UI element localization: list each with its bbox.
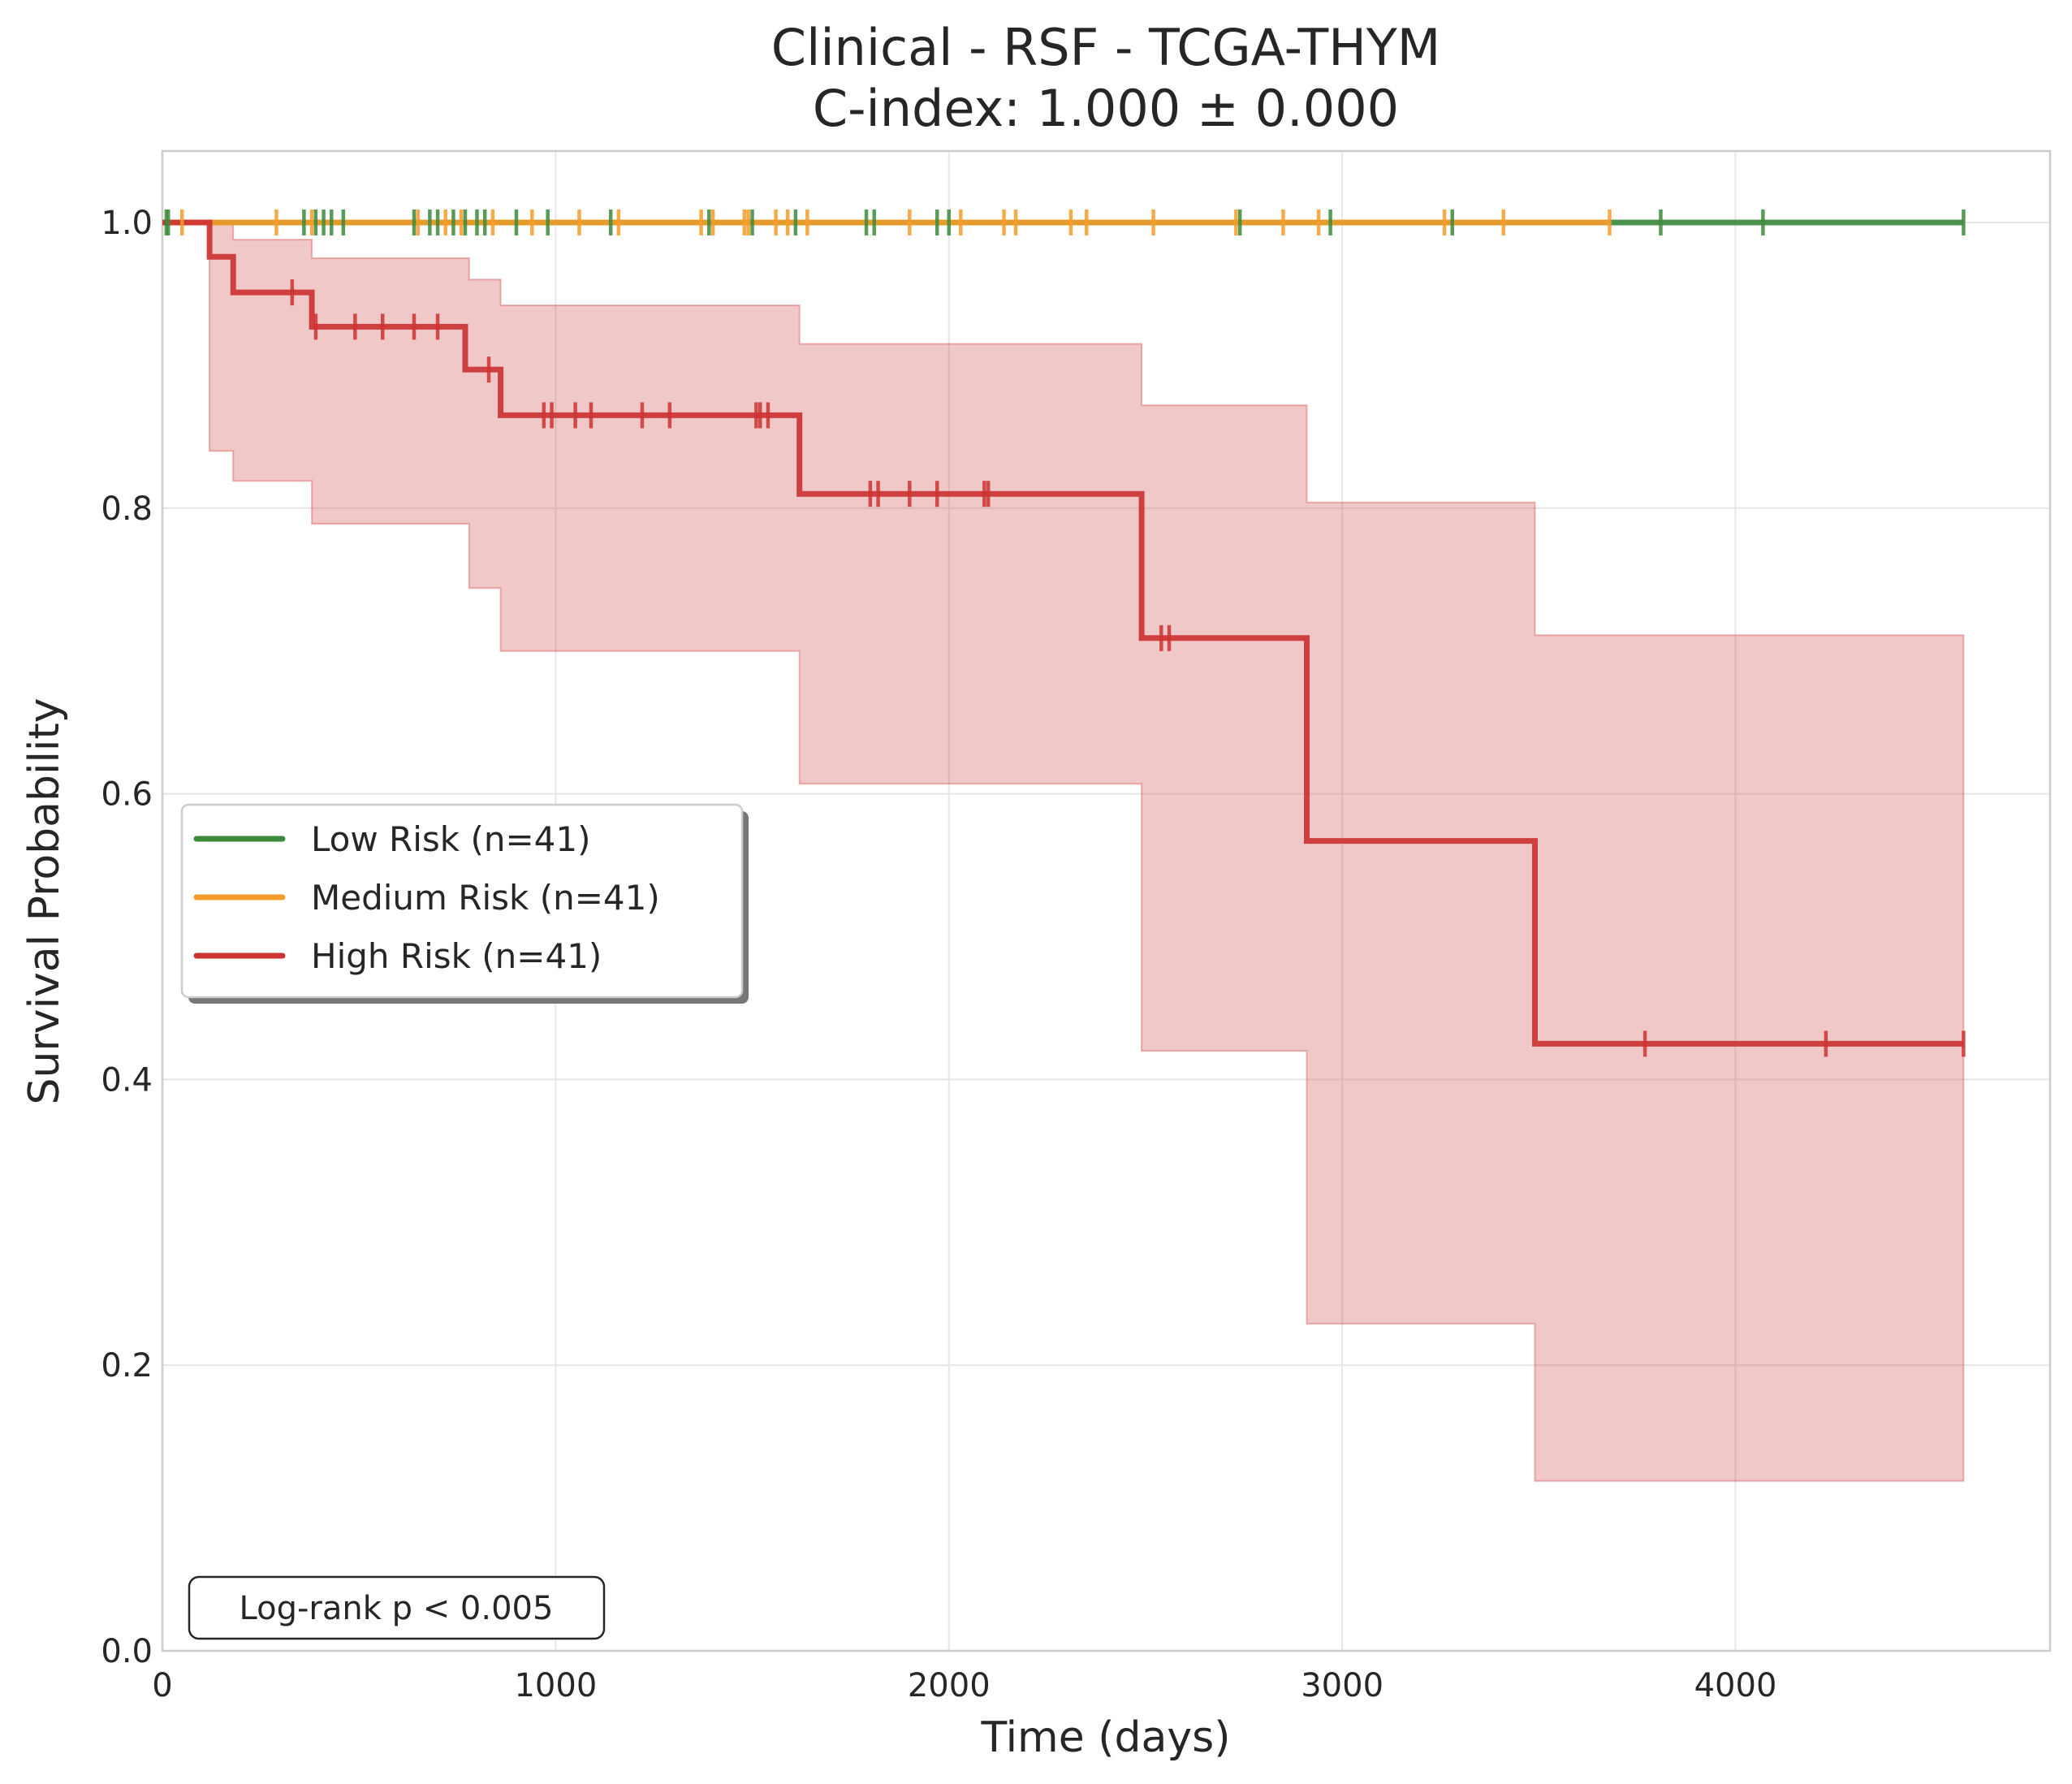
logrank-annotation: Log-rank p < 0.005 <box>188 1575 606 1640</box>
legend-label-medium-risk: Medium Risk (n=41) <box>311 878 660 918</box>
y-axis-ticks: 0.0 0.2 0.4 0.6 0.8 1.0 <box>101 205 153 1670</box>
y-axis-label: Survival Probability <box>20 698 69 1104</box>
y-tick-label: 0.0 <box>101 1633 153 1670</box>
x-axis-ticks: 0 1000 2000 3000 4000 <box>152 1667 1776 1704</box>
annotation-text: Log-rank p < 0.005 <box>240 1590 554 1627</box>
x-tick-label: 4000 <box>1694 1667 1777 1704</box>
y-tick-label: 1.0 <box>101 205 153 242</box>
legend-box <box>180 803 744 999</box>
x-tick-label: 0 <box>152 1667 172 1704</box>
x-tick-label: 2000 <box>908 1667 991 1704</box>
ci-band-high-risk <box>162 222 1965 1482</box>
annotation-box <box>188 1575 606 1640</box>
legend: Low Risk (n=41) Medium Risk (n=41) High … <box>180 803 749 1004</box>
y-tick-label: 0.6 <box>101 776 153 814</box>
x-tick-label: 3000 <box>1301 1667 1383 1704</box>
x-axis-label: Time (days) <box>980 1713 1230 1762</box>
chart-subtitle: C-index: 1.000 ± 0.000 <box>813 79 1399 138</box>
y-tick-label: 0.2 <box>101 1347 153 1384</box>
confidence-bands <box>162 222 1965 1482</box>
y-tick-label: 0.8 <box>101 490 153 528</box>
chart-title: Clinical - RSF - TCGA-THYM <box>771 18 1440 77</box>
plot-area-frame <box>161 149 2052 1652</box>
curve-high-risk <box>162 219 1964 1047</box>
censor-marks <box>164 209 1966 1057</box>
legend-label-high-risk: High Risk (n=41) <box>311 936 602 976</box>
x-tick-label: 1000 <box>514 1667 597 1704</box>
y-tick-label: 0.4 <box>101 1061 153 1099</box>
legend-label-low-risk: Low Risk (n=41) <box>311 819 591 859</box>
